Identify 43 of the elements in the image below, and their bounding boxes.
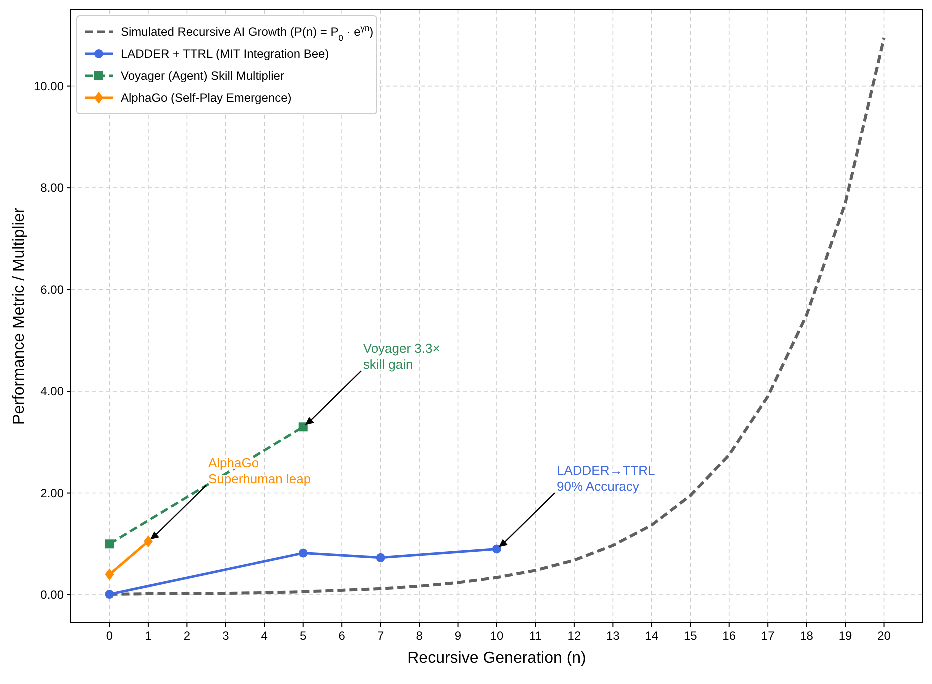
x-tick-label: 6 xyxy=(338,629,346,643)
y-tick-label: 4.00 xyxy=(40,384,64,399)
point xyxy=(105,540,114,549)
point xyxy=(298,422,308,432)
y-tick-label: 2.00 xyxy=(40,486,64,500)
legend-label: AlphaGo (Self-Play Emergence) xyxy=(121,91,292,105)
legend-label: Simulated Recursive AI Growth (P(n) = P$_{0}$ · e$^{γn}$) xyxy=(121,23,374,43)
point xyxy=(492,544,502,554)
x-tick-label: 9 xyxy=(454,629,462,643)
x-tick-label: 15 xyxy=(684,629,698,643)
x-tick-label: 16 xyxy=(722,629,736,643)
y-tick-label: 8.00 xyxy=(40,181,64,196)
x-tick-label: 3 xyxy=(222,629,230,643)
x-tick-label: 5 xyxy=(300,629,308,643)
x-tick-label: 17 xyxy=(761,629,776,643)
x-tick-label: 2 xyxy=(184,629,191,643)
annotation: LADDER→TTRL 90% Accuracy xyxy=(557,463,656,494)
y-axis-title: Performance Metric / Multiplier xyxy=(11,207,28,425)
x-tick-label: 12 xyxy=(568,629,582,643)
point xyxy=(144,536,153,548)
legend-label: LADDER + TTRL (MIT Integration Bee) xyxy=(121,47,330,61)
x-tick-label: 18 xyxy=(800,629,814,643)
point xyxy=(105,568,114,581)
x-tick-label: 19 xyxy=(838,629,853,643)
x-tick-label: 20 xyxy=(878,629,892,643)
y-tick-label: 10.00 xyxy=(34,79,64,94)
legend-label: Voyager (Agent) Skill Multiplier xyxy=(121,69,284,83)
point xyxy=(105,590,114,600)
x-tick-label: 4 xyxy=(261,629,268,643)
x-tick-label: 13 xyxy=(606,629,620,643)
x-tick-label: 0 xyxy=(106,629,114,643)
x-axis-title: Recursive Generation (n) xyxy=(408,650,586,667)
y-tick-label: 0.00 xyxy=(40,588,64,602)
x-tick-label: 1 xyxy=(145,629,152,643)
x-tick-label: 10 xyxy=(490,629,504,643)
y-tick-label: 6.00 xyxy=(40,282,64,297)
x-tick-label: 7 xyxy=(377,629,384,643)
x-tick-label: 11 xyxy=(529,629,542,643)
point xyxy=(298,548,308,558)
x-tick-label: 8 xyxy=(416,629,424,643)
x-tick-label: 14 xyxy=(645,629,659,643)
annotation: Voyager 3.3× skill gain xyxy=(363,341,440,372)
point xyxy=(376,553,386,562)
